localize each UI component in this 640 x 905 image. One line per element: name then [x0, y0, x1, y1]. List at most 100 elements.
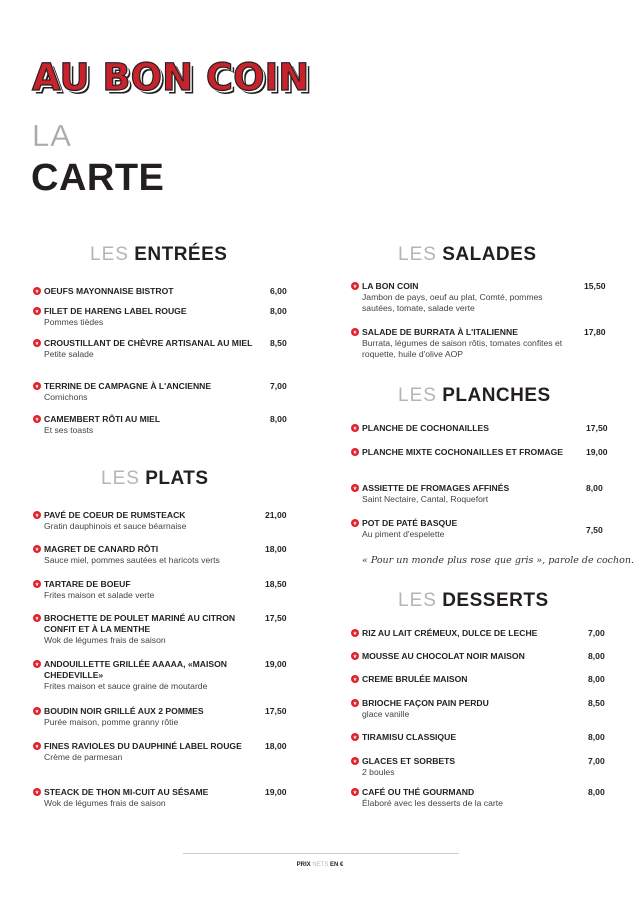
item-price: 18,50: [265, 579, 287, 589]
item-name: CAMEMBERT RÔTI AU MIEL: [44, 414, 161, 424]
item-price: 7,50: [586, 525, 603, 535]
star-bullet-icon: [351, 282, 359, 290]
item-name: MOUSSE AU CHOCOLAT NOIR MAISON: [362, 651, 525, 661]
item-description: Frites maison et salade verte: [44, 590, 155, 600]
item-price: 6,00: [270, 286, 287, 296]
item-description: Saint Nectaire, Cantal, Roquefort: [362, 494, 489, 504]
item-name: PLANCHE MIXTE COCHONAILLES ET FROMAGE: [362, 447, 564, 457]
star-bullet-icon: [351, 448, 359, 456]
item-description: Crème de parmesan: [44, 752, 123, 762]
item-description: 2 boules: [362, 767, 395, 777]
star-bullet-icon: [33, 660, 41, 668]
star-bullet-icon: [33, 287, 41, 295]
star-bullet-icon: [351, 484, 359, 492]
menu-item: OEUFS MAYONNAISE BISTROT 6,00: [33, 286, 287, 297]
item-price: 15,50: [584, 281, 606, 291]
menu-item: BRIOCHE FAÇON PAIN PERDU glace vanille 8…: [351, 698, 605, 720]
section-les: LES: [101, 468, 140, 489]
item-description: Wok de légumes frais de saison: [44, 635, 166, 645]
item-description: Petite salade: [44, 349, 94, 359]
star-bullet-icon: [351, 519, 359, 527]
menu-item: MAGRET DE CANARD RÔTI Sauce miel, pommes…: [33, 544, 287, 566]
item-name: LA BON COIN: [362, 281, 419, 291]
footer-note: PRIX NETS EN €: [0, 862, 640, 868]
section-les: LES: [398, 244, 437, 265]
item-price: 7,00: [588, 756, 605, 766]
item-description: Jambon de pays, oeuf au plat, Comté, pom…: [362, 292, 543, 313]
star-bullet-icon: [33, 339, 41, 347]
item-price: 8,00: [588, 787, 605, 797]
item-price: 7,00: [270, 381, 287, 391]
star-bullet-icon: [351, 757, 359, 765]
footer-divider: [183, 853, 459, 854]
item-price: 8,00: [588, 674, 605, 684]
star-bullet-icon: [351, 699, 359, 707]
footer-nets: NETS: [312, 862, 329, 868]
section-les: LES: [398, 385, 437, 406]
item-price: 8,00: [588, 732, 605, 742]
star-bullet-icon: [33, 788, 41, 796]
item-name: ANDOUILLETTE GRILLÉE AAAAA, «MAISON CHED…: [44, 659, 228, 680]
item-price: 7,00: [588, 628, 605, 638]
item-name: PAVÉ DE COEUR DE RUMSTEACK: [44, 510, 186, 520]
menu-item: CAMEMBERT RÔTI AU MIEL Et ses toasts 8,0…: [33, 414, 287, 436]
item-name: POT DE PATÉ BASQUE: [362, 518, 458, 528]
restaurant-logo: AU BON COIN: [31, 56, 310, 99]
item-price: 17,50: [265, 613, 287, 623]
menu-item: SALADE DE BURRATA À L'ITALIENNE Burrata,…: [351, 327, 606, 360]
star-bullet-icon: [33, 545, 41, 553]
item-description: glace vanille: [362, 709, 410, 719]
star-bullet-icon: [351, 629, 359, 637]
star-bullet-icon: [33, 742, 41, 750]
item-price: 18,00: [265, 544, 287, 554]
section-les: LES: [398, 590, 437, 611]
item-description: Frites maison et sauce graine de moutard…: [44, 681, 208, 691]
item-description: Sauce miel, pommes sautées et haricots v…: [44, 555, 220, 565]
item-name: CROUSTILLANT DE CHÈVRE ARTISANAL AU MIEL: [44, 338, 253, 348]
planches-quote: « Pour un monde plus rose que gris », pa…: [362, 555, 634, 566]
item-name: TERRINE DE CAMPAGNE À L'ANCIENNE: [44, 381, 212, 391]
item-price: 21,00: [265, 510, 287, 520]
item-price: 19,00: [265, 787, 287, 797]
item-price: 19,00: [586, 447, 608, 457]
menu-item: TIRAMISU CLASSIQUE 8,00: [351, 732, 605, 743]
section-title-plats: LES PLATS: [101, 468, 209, 490]
item-name: PLANCHE DE COCHONAILLES: [362, 423, 490, 433]
menu-item: MOUSSE AU CHOCOLAT NOIR MAISON 8,00: [351, 651, 605, 662]
section-title-planches: LES PLANCHES: [398, 385, 551, 407]
item-name: TARTARE DE BOEUF: [44, 579, 131, 589]
star-bullet-icon: [351, 788, 359, 796]
menu-item: CREME BRULÉE MAISON 8,00: [351, 674, 605, 685]
item-description: Au piment d'espelette: [362, 529, 445, 539]
item-description: Gratin dauphinois et sauce béarnaise: [44, 521, 187, 531]
section-les: LES: [90, 244, 129, 265]
menu-item: CAFÉ OU THÉ GOURMAND Élaboré avec les de…: [351, 787, 605, 809]
star-bullet-icon: [33, 382, 41, 390]
star-bullet-icon: [351, 328, 359, 336]
menu-item: FILET DE HARENG LABEL ROUGE Pommes tiède…: [33, 306, 287, 328]
menu-item: ASSIETTE DE FROMAGES AFFINÉS Saint Necta…: [351, 483, 603, 505]
star-bullet-icon: [33, 511, 41, 519]
item-name: MAGRET DE CANARD RÔTI: [44, 544, 159, 554]
star-bullet-icon: [33, 707, 41, 715]
star-bullet-icon: [351, 652, 359, 660]
section-name: PLATS: [145, 468, 209, 489]
star-bullet-icon: [33, 614, 41, 622]
section-name: PLANCHES: [442, 385, 551, 406]
section-name: DESSERTS: [442, 590, 549, 611]
section-title-entrees: LES ENTRÉES: [90, 244, 227, 266]
menu-item: LA BON COIN Jambon de pays, oeuf au plat…: [351, 281, 606, 314]
star-bullet-icon: [351, 424, 359, 432]
item-name: FINES RAVIOLES DU DAUPHINÉ LABEL ROUGE: [44, 741, 242, 751]
footer-prix: PRIX: [296, 862, 311, 868]
item-name: FILET DE HARENG LABEL ROUGE: [44, 306, 187, 316]
item-price: 18,00: [265, 741, 287, 751]
section-name: ENTRÉES: [134, 244, 228, 265]
section-title-desserts: LES DESSERTS: [398, 590, 549, 612]
menu-item: ANDOUILLETTE GRILLÉE AAAAA, «MAISON CHED…: [33, 659, 287, 692]
menu-item: TERRINE DE CAMPAGNE À L'ANCIENNE Cornich…: [33, 381, 287, 403]
menu-item: PLANCHE MIXTE COCHONAILLES ET FROMAGE 19…: [351, 447, 608, 458]
item-price: 17,50: [586, 423, 608, 433]
star-bullet-icon: [351, 733, 359, 741]
menu-item: FINES RAVIOLES DU DAUPHINÉ LABEL ROUGE C…: [33, 741, 287, 763]
